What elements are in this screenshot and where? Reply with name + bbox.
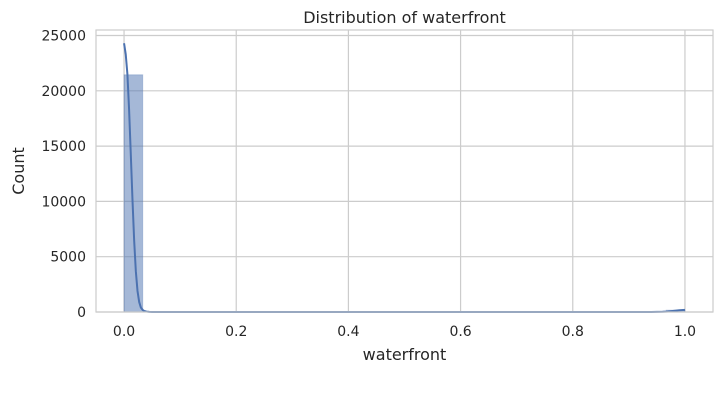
x-tick-label-5: 1.0 (674, 324, 696, 340)
histogram-bars (123, 74, 686, 313)
y-axis-ticks: 0 5000 10000 15000 20000 25000 (41, 29, 86, 321)
x-axis-ticks: 0.0 0.2 0.4 0.6 0.8 1.0 (113, 324, 696, 340)
histogram-bar-0 (123, 74, 144, 313)
x-axis-title: waterfront (363, 345, 447, 364)
y-axis-title: Count (9, 147, 28, 195)
kde-curve (123, 43, 686, 313)
x-tick-label-4: 0.8 (562, 324, 584, 340)
y-tick-label-5: 25000 (41, 29, 86, 45)
x-tick-label-2: 0.4 (337, 324, 359, 340)
grid (96, 30, 713, 313)
chart-title: Distribution of waterfront (303, 8, 506, 27)
y-tick-label-0: 0 (77, 305, 86, 321)
x-tick-label-0: 0.0 (113, 324, 135, 340)
plot-frame (95, 29, 714, 313)
y-tick-label-3: 15000 (41, 139, 86, 155)
y-tick-label-4: 20000 (41, 84, 86, 100)
y-tick-label-2: 10000 (41, 194, 86, 210)
y-tick-label-1: 5000 (50, 250, 86, 266)
x-tick-label-1: 0.2 (225, 324, 247, 340)
x-tick-label-3: 0.6 (449, 324, 471, 340)
